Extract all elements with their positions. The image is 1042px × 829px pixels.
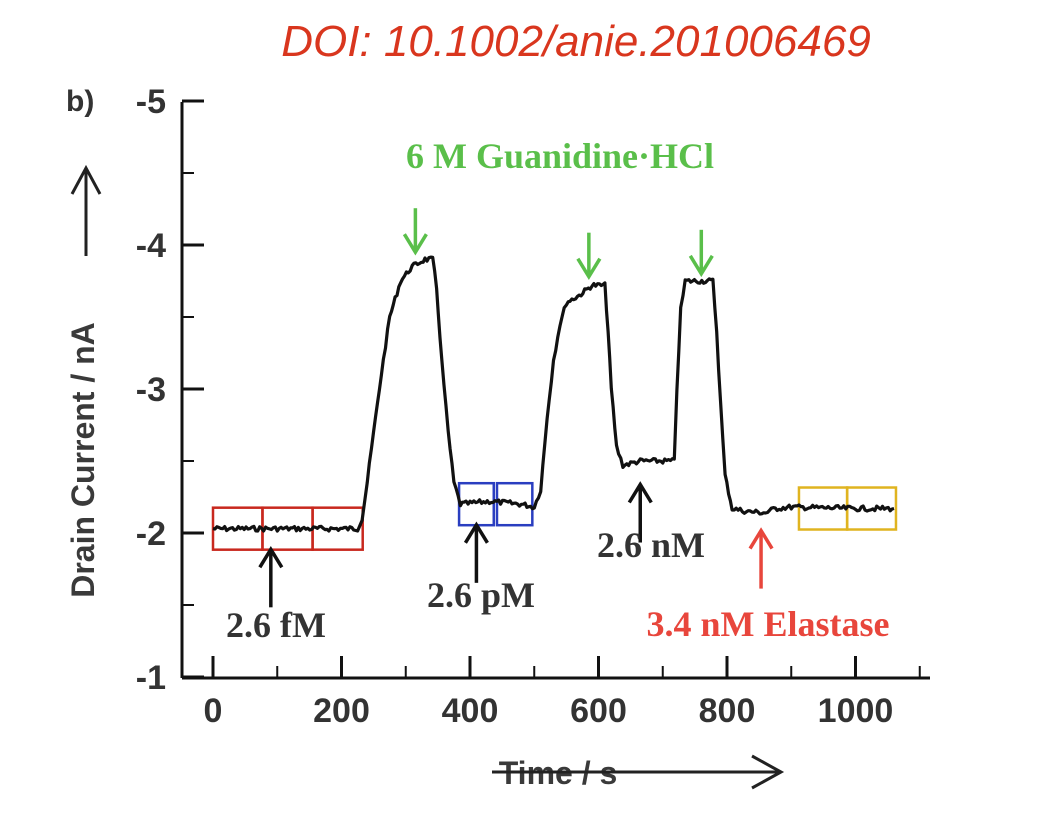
x-tick-label: 1000	[818, 692, 894, 730]
annotation-elastase: 3.4 nM Elastase	[647, 604, 890, 644]
down-arrow	[688, 229, 714, 278]
y-axis-arrow	[70, 164, 102, 256]
plot-area: -5 -4 -3 -2 -1 0 200 400 600 800 1000	[136, 83, 930, 730]
annotations: 6 M Guanidine·HCl 2.6 fM 2.6 pM 2.6 nM 3…	[226, 136, 890, 645]
x-tick-label: 800	[699, 692, 756, 730]
annotation-2-6-pm: 2.6 pM	[427, 575, 535, 615]
up-arrow	[463, 521, 489, 583]
highlight-boxes	[211, 481, 898, 551]
doi-text: DOI: 10.1002/anie.201006469	[281, 17, 871, 66]
y-tick-label: -4	[136, 227, 166, 265]
annotation-2-6-fm: 2.6 fM	[226, 605, 326, 645]
arrow-head	[402, 233, 428, 256]
x-tick-label: 600	[570, 692, 627, 730]
arrow-head	[576, 257, 602, 281]
up-arrow	[627, 481, 653, 543]
x-tick-label: 400	[442, 692, 499, 730]
annotation-guanidine: 6 M Guanidine·HCl	[406, 136, 714, 176]
highlight-box	[495, 481, 534, 527]
arrow-head	[258, 545, 284, 569]
y-tick-label: -3	[136, 371, 166, 409]
y-tick-label: -1	[136, 659, 166, 697]
y-tick-label: -2	[136, 515, 166, 553]
down-arrow	[402, 208, 428, 256]
arrow-head	[463, 521, 489, 544]
arrow-head	[748, 527, 774, 550]
x-tick-label: 0	[204, 692, 223, 730]
arrow-head	[688, 254, 714, 278]
series-line	[212, 255, 895, 533]
x-axis-arrow	[492, 754, 785, 790]
y-tick-label: -5	[136, 83, 166, 121]
annotation-2-6-nm: 2.6 nM	[597, 525, 705, 565]
up-arrow	[748, 527, 774, 589]
arrow-head	[627, 481, 653, 504]
panel-label: b)	[66, 85, 94, 118]
down-arrow	[576, 232, 602, 281]
series-layer	[212, 255, 895, 533]
event-arrows	[258, 208, 774, 608]
y-axis-label: Drain Current / nA	[65, 322, 101, 598]
x-tick-label: 200	[313, 692, 370, 730]
x-ticks: 0 200 400 600 800 1000	[204, 656, 921, 730]
up-arrow	[258, 545, 284, 608]
y-ticks: -5 -4 -3 -2 -1	[136, 83, 204, 697]
